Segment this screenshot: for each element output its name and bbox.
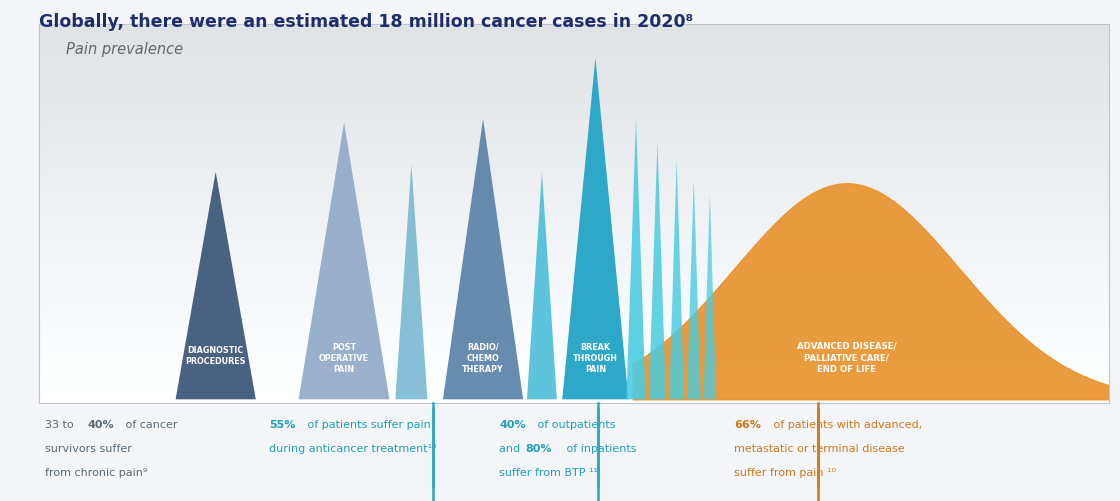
Text: 80%: 80%: [526, 443, 552, 453]
Polygon shape: [687, 180, 701, 399]
Text: of inpatients: of inpatients: [563, 443, 637, 453]
Polygon shape: [176, 172, 255, 399]
Polygon shape: [648, 142, 666, 399]
Polygon shape: [299, 123, 390, 399]
Text: DIAGNOSTIC
PROCEDURES: DIAGNOSTIC PROCEDURES: [186, 345, 246, 366]
Text: of outpatients: of outpatients: [534, 419, 616, 429]
Polygon shape: [562, 59, 628, 399]
Text: and: and: [500, 443, 524, 453]
Polygon shape: [626, 120, 645, 399]
Text: POST
OPERATIVE
PAIN: POST OPERATIVE PAIN: [319, 342, 368, 373]
Polygon shape: [669, 161, 684, 399]
Text: RADIO/
CHEMO
THERAPY: RADIO/ CHEMO THERAPY: [463, 342, 504, 373]
Text: Pain prevalence: Pain prevalence: [66, 42, 183, 57]
Text: during anticancer treatment¹⁰: during anticancer treatment¹⁰: [269, 443, 437, 453]
Text: metastatic or terminal disease: metastatic or terminal disease: [735, 443, 905, 453]
Polygon shape: [526, 172, 557, 399]
Text: 33 to: 33 to: [45, 419, 76, 429]
Text: Globally, there were an estimated 18 million cancer cases in 2020⁸: Globally, there were an estimated 18 mil…: [39, 13, 693, 31]
Text: from chronic pain⁹: from chronic pain⁹: [45, 467, 147, 476]
Text: 40%: 40%: [500, 419, 525, 429]
Text: of cancer: of cancer: [122, 419, 177, 429]
Text: 55%: 55%: [269, 419, 296, 429]
Text: 40%: 40%: [87, 419, 114, 429]
Text: of patients suffer pain: of patients suffer pain: [305, 419, 431, 429]
Polygon shape: [444, 120, 523, 399]
Polygon shape: [703, 195, 717, 399]
Text: BREAK
THROUGH
PAIN: BREAK THROUGH PAIN: [573, 342, 618, 373]
Text: suffer from pain ¹⁰: suffer from pain ¹⁰: [735, 467, 837, 476]
Text: of patients with advanced,: of patients with advanced,: [769, 419, 922, 429]
Text: 66%: 66%: [735, 419, 762, 429]
Text: survivors suffer: survivors suffer: [45, 443, 131, 453]
Polygon shape: [395, 165, 428, 399]
Text: ADVANCED DISEASE/
PALLIATIVE CARE/
END OF LIFE: ADVANCED DISEASE/ PALLIATIVE CARE/ END O…: [797, 341, 897, 373]
Text: suffer from BTP ¹¹: suffer from BTP ¹¹: [500, 467, 598, 476]
